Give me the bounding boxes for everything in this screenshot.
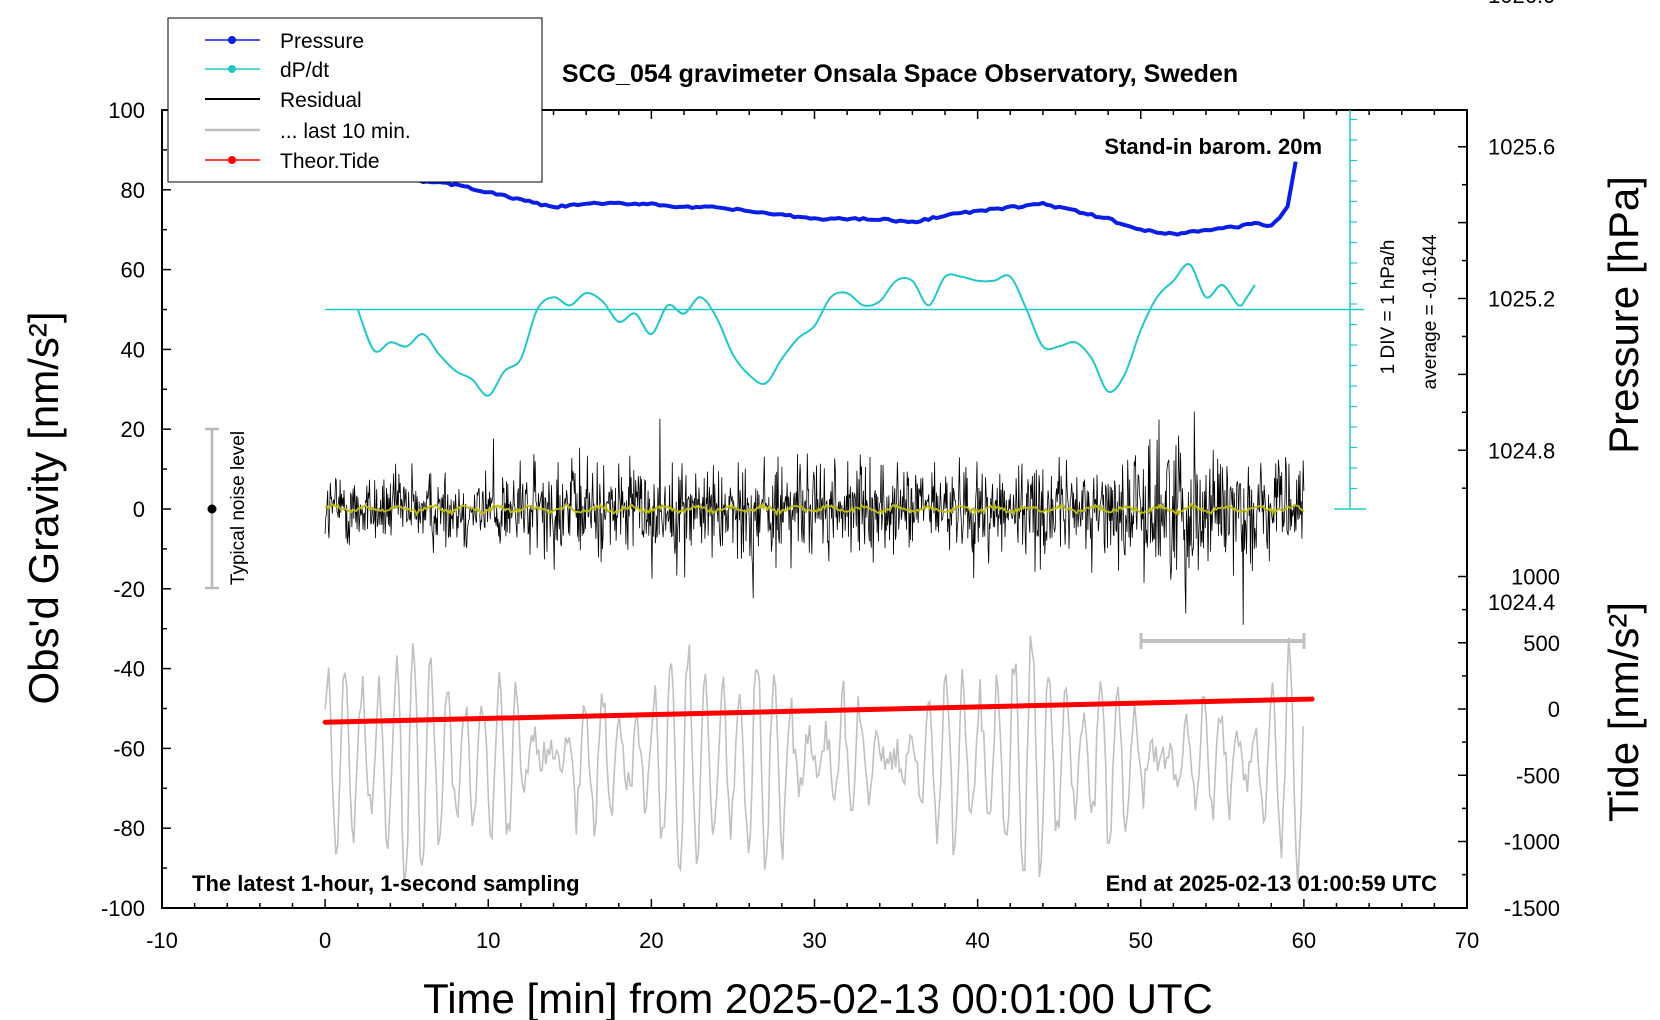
y-left-tick-label: 40 — [121, 337, 145, 362]
pressure-series — [324, 161, 1298, 237]
noise-level-bar — [205, 427, 219, 590]
legend-last10-label: ... last 10 min. — [280, 120, 411, 143]
tide-tick-label: 0 — [1548, 697, 1560, 722]
pressure-line — [324, 161, 1298, 237]
footer-right-note: End at 2025-02-13 01:00:59 UTC — [1106, 871, 1437, 896]
y-axis-pressure-title: Pressure [hPa] — [1600, 176, 1647, 454]
x-tick-label: 40 — [965, 928, 989, 953]
average-note: average = -0.1644 — [1420, 234, 1441, 389]
last-10-min-series — [324, 635, 1304, 885]
x-tick-label: 60 — [1292, 928, 1316, 953]
legend-residual-label: Residual — [280, 89, 362, 112]
pressure-tick-label: 1025.2 — [1488, 287, 1555, 312]
pressure-tick-label: 1026.0 — [1488, 0, 1555, 8]
theor-tide-series — [322, 696, 1315, 725]
residual-line — [324, 411, 1305, 625]
last-10-min-marker — [1139, 633, 1306, 649]
axis-ticks: -10 0 10 20 30 40 50 60 70100806040200-20-40-60-… — [101, 0, 1560, 953]
x-tick-label: 20 — [639, 928, 663, 953]
legend-pressure-label: Pressure — [280, 30, 364, 53]
last-10-min-line — [324, 635, 1304, 885]
x-tick-label: 0 — [319, 928, 331, 953]
legend-dpdt-label: dP/dt — [280, 59, 329, 82]
noise-level-dot — [207, 504, 217, 514]
tide-tick-label: -1000 — [1504, 830, 1560, 855]
x-tick-label: -10 — [146, 928, 178, 953]
pressure-scale-bar — [325, 110, 1366, 510]
y-axis-tide-title: Tide [nm/s²] — [1600, 602, 1647, 822]
y-left-tick-label: -60 — [113, 736, 145, 761]
legend-dpdt-marker — [228, 65, 236, 73]
x-tick-label: 70 — [1455, 928, 1479, 953]
x-axis-title: Time [min] from 2025-02-13 00:01:00 UTC — [423, 975, 1213, 1020]
pressure-tick-label: 1024.4 — [1488, 590, 1555, 615]
y-left-tick-label: 20 — [121, 417, 145, 442]
pressure-tick-label: 1024.8 — [1488, 438, 1555, 463]
tide-tick-label: 500 — [1523, 631, 1560, 656]
y-left-tick-label: 0 — [133, 497, 145, 522]
y-left-tick-label: 60 — [121, 258, 145, 283]
tide-tick-label: -1500 — [1504, 896, 1560, 921]
chart-title: SCG_054 gravimeter Onsala Space Observat… — [562, 60, 1238, 88]
dpdt-line — [356, 263, 1256, 397]
div-scale-note: 1 DIV = 1 hPa/h — [1378, 240, 1399, 375]
pressure-tick-label: 1025.6 — [1488, 135, 1555, 160]
legend-tide-label: Theor.Tide — [280, 150, 380, 173]
legend-pressure-marker — [228, 36, 236, 44]
y-left-tick-label: -80 — [113, 816, 145, 841]
residual-smooth-line — [324, 501, 1304, 517]
x-tick-label: 10 — [476, 928, 500, 953]
footer-left-note: The latest 1-hour, 1-second sampling — [192, 871, 580, 896]
x-tick-label: 50 — [1129, 928, 1153, 953]
dpdt-series — [356, 263, 1256, 397]
stand-in-barometer-note: Stand-in barom. 20m — [1104, 134, 1322, 159]
y-left-tick-label: -20 — [113, 577, 145, 602]
residual-series — [324, 411, 1305, 625]
y-axis-left-title: Obs'd Gravity [nm/s²] — [20, 311, 67, 704]
y-left-tick-label: 80 — [121, 178, 145, 203]
x-tick-label: 30 — [802, 928, 826, 953]
legend-tide-marker — [228, 156, 236, 164]
y-left-tick-label: -100 — [101, 896, 145, 921]
legend: Pressure dP/dt Residual ... last 10 min.… — [167, 17, 543, 183]
y-left-tick-label: -40 — [113, 657, 145, 682]
theor-tide-line — [322, 696, 1315, 725]
y-left-tick-label: 100 — [108, 98, 145, 123]
noise-level-label: Typical noise level — [228, 431, 249, 585]
tide-tick-label: -500 — [1516, 763, 1560, 788]
tide-tick-label: 1000 — [1511, 565, 1560, 590]
